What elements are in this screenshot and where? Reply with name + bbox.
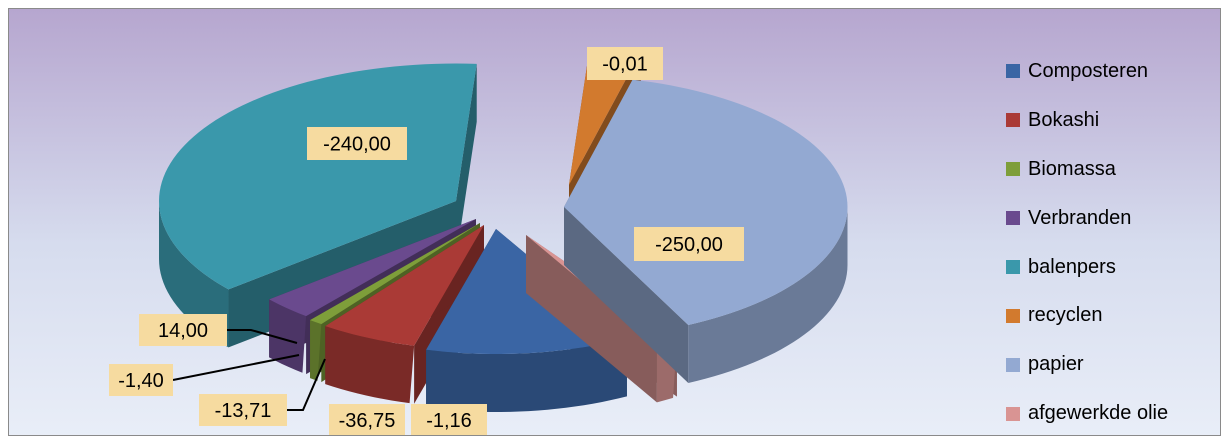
svg-text:14,00: 14,00 bbox=[158, 320, 208, 342]
legend-item-recyclen: recyclen bbox=[1006, 291, 1168, 340]
data-label-biomassa: -1,40 bbox=[109, 364, 173, 396]
legend-item-papier: papier bbox=[1006, 340, 1168, 389]
legend-item-afgewerkde-olie: afgewerkde olie bbox=[1006, 389, 1169, 435]
legend-label: recyclen bbox=[1028, 304, 1103, 327]
svg-text:-36,75: -36,75 bbox=[339, 410, 396, 432]
legend-swatch bbox=[1006, 211, 1020, 226]
pie-slices bbox=[159, 47, 848, 412]
legend-swatch bbox=[1006, 113, 1020, 128]
legend-label: balenpers bbox=[1028, 255, 1116, 278]
legend-item-balenpers: balenpers bbox=[1006, 243, 1168, 292]
legend-label: Bokashi bbox=[1028, 108, 1100, 131]
legend-label: Biomassa bbox=[1028, 157, 1116, 180]
legend: Composteren Bokashi Biomassa Verbranden bale… bbox=[1006, 47, 1169, 435]
svg-text:-250,00: -250,00 bbox=[655, 234, 723, 256]
legend-swatch bbox=[1006, 308, 1020, 323]
svg-text:-0,01: -0,01 bbox=[602, 54, 648, 76]
svg-text:-13,71: -13,71 bbox=[215, 400, 272, 422]
legend-swatch bbox=[1006, 260, 1020, 274]
legend-label: Composteren bbox=[1028, 59, 1149, 82]
data-labels: -36,75 -13,71 -1,40 14,00 -240,00 -0,01 -250,0… bbox=[109, 47, 744, 435]
data-label-verbranden: 14,00 bbox=[139, 314, 227, 346]
data-label-recyclen: -0,01 bbox=[587, 47, 663, 80]
legend-swatch bbox=[1006, 162, 1020, 177]
data-label-composteren: -36,75 bbox=[329, 404, 405, 435]
leader-lines bbox=[172, 329, 326, 411]
svg-text:-1,40: -1,40 bbox=[118, 370, 164, 392]
legend-label: Verbranden bbox=[1028, 206, 1132, 229]
legend-swatch bbox=[1006, 406, 1020, 421]
legend-label: papier bbox=[1028, 353, 1084, 376]
legend-item-biomassa: Biomassa bbox=[1006, 145, 1168, 194]
data-label-afgewerkde-olie: -1,16 bbox=[411, 404, 487, 435]
legend-item-bokashi: Bokashi bbox=[1006, 96, 1168, 145]
legend-item-composteren: Composteren bbox=[1006, 47, 1168, 96]
legend-item-verbranden: Verbranden bbox=[1006, 194, 1168, 243]
pie-slice-bokashi bbox=[325, 225, 484, 404]
pie-slice-papier bbox=[564, 79, 848, 383]
svg-text:-240,00: -240,00 bbox=[323, 134, 391, 156]
data-label-bokashi: -13,71 bbox=[199, 394, 287, 426]
svg-text:-1,16: -1,16 bbox=[426, 410, 472, 432]
chart-frame: -36,75 -13,71 -1,40 14,00 -240,00 -0,01 -250,0… bbox=[8, 8, 1221, 436]
legend-swatch bbox=[1006, 64, 1020, 79]
data-label-papier: -250,00 bbox=[634, 227, 744, 261]
data-label-balenpers: -240,00 bbox=[307, 127, 407, 160]
legend-label: afgewerkde olie bbox=[1028, 402, 1169, 425]
legend-swatch bbox=[1006, 357, 1020, 372]
